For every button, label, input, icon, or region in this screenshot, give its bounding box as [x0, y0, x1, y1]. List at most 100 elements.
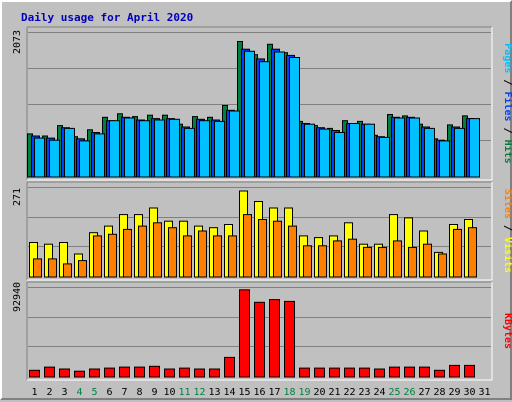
- legend-label-part: /: [502, 73, 512, 91]
- bar-pages-day-4: [79, 140, 90, 178]
- bar-kbytes-day-6: [104, 367, 115, 378]
- bar-sites-day-21: [333, 240, 342, 278]
- bar-pages-day-20: [319, 128, 330, 178]
- legend-label-part: Visits: [502, 237, 512, 273]
- bar-kbytes-day-13: [209, 368, 220, 378]
- x-tick-label-day-14: 14: [223, 387, 235, 398]
- bar-kbytes-day-18: [284, 300, 295, 378]
- bar-sites-day-15: [243, 214, 252, 278]
- x-tick-label-day-17: 17: [268, 387, 280, 398]
- x-tick-label-day-11: 11: [178, 387, 190, 398]
- x-tick-label-day-13: 13: [208, 387, 220, 398]
- bar-kbytes-day-28: [434, 369, 445, 378]
- x-tick-label-day-20: 20: [313, 387, 325, 398]
- bar-pages-day-26: [409, 117, 420, 178]
- series-kbytes: [29, 289, 475, 378]
- panel-visits: 271 Sites / Visits: [12, 181, 512, 281]
- bar-pages-day-6: [109, 120, 120, 178]
- bar-sites-day-29: [453, 228, 462, 278]
- bar-pages-day-10: [169, 118, 180, 178]
- bar-kbytes-day-16: [254, 301, 265, 378]
- bar-kbytes-day-5: [89, 368, 100, 378]
- bar-pages-day-25: [394, 117, 405, 178]
- bar-sites-day-7: [123, 228, 132, 278]
- x-tick-label-day-6: 6: [106, 387, 112, 398]
- bar-kbytes-day-7: [119, 366, 130, 378]
- legend-label-part: Pages: [502, 43, 512, 73]
- bar-sites-day-4: [78, 260, 87, 278]
- bar-sites-day-13: [213, 235, 222, 278]
- bar-kbytes-day-24: [374, 368, 385, 378]
- y-max-label: 2073: [12, 30, 23, 54]
- bar-pages-day-19: [304, 123, 315, 178]
- bar-sites-day-18: [288, 225, 297, 278]
- x-tick-label-day-24: 24: [373, 387, 385, 398]
- x-tick-label-day-3: 3: [61, 387, 67, 398]
- bar-pages-day-11: [184, 127, 195, 178]
- bar-sites-day-26: [408, 246, 417, 278]
- chart-panels: 2073 Pages / Files / Hits 271 Sites / Visit…: [12, 26, 512, 398]
- bar-sites-day-11: [183, 235, 192, 278]
- x-tick-label-day-5: 5: [91, 387, 97, 398]
- bar-sites-day-24: [378, 246, 387, 278]
- bar-kbytes-day-9: [149, 365, 160, 378]
- bar-kbytes-day-8: [134, 366, 145, 378]
- bar-sites-day-5: [93, 235, 102, 278]
- bar-pages-day-2: [49, 139, 60, 178]
- bar-kbytes-day-25: [389, 366, 400, 378]
- bar-kbytes-day-4: [74, 370, 85, 378]
- x-tick-label-day-22: 22: [343, 387, 355, 398]
- bar-kbytes-day-14: [224, 356, 235, 378]
- bar-kbytes-day-2: [44, 366, 55, 378]
- legend-label-part: Hits: [502, 140, 512, 164]
- bar-kbytes-day-20: [314, 367, 325, 378]
- bar-pages-day-24: [379, 136, 390, 178]
- bar-pages-day-15: [244, 50, 255, 178]
- x-tick-label-day-16: 16: [253, 387, 265, 398]
- bar-pages-day-9: [154, 119, 165, 178]
- bar-kbytes-day-12: [194, 368, 205, 378]
- bar-sites-day-30: [468, 227, 477, 278]
- bar-pages-day-16: [259, 61, 270, 178]
- bar-kbytes-day-29: [449, 364, 460, 378]
- x-tick-label-day-27: 27: [418, 387, 430, 398]
- series-legend-label: Sites / Visits: [502, 189, 512, 273]
- legend-label-part: /: [502, 122, 512, 140]
- bar-kbytes-day-10: [164, 368, 175, 378]
- x-tick-label-day-18: 18: [283, 387, 295, 398]
- bar-kbytes-day-1: [29, 369, 40, 378]
- bar-sites-day-6: [108, 233, 117, 278]
- bar-sites-day-17: [273, 220, 282, 278]
- x-tick-label-day-8: 8: [136, 387, 142, 398]
- bar-kbytes-day-15: [239, 289, 250, 378]
- x-tick-label-day-29: 29: [448, 387, 460, 398]
- bar-pages-day-8: [139, 120, 150, 178]
- bar-sites-day-12: [198, 230, 207, 278]
- bar-sites-day-20: [318, 245, 327, 278]
- bar-sites-day-2: [48, 258, 57, 278]
- bar-pages-day-27: [424, 127, 435, 178]
- bar-pages-day-12: [199, 120, 210, 178]
- bar-sites-day-16: [258, 219, 267, 278]
- bar-pages-day-29: [454, 127, 465, 178]
- chart-title: Daily usage for April 2020: [21, 11, 193, 24]
- bar-pages-day-13: [214, 120, 225, 178]
- bar-sites-day-28: [438, 253, 447, 278]
- y-max-label: 271: [12, 188, 23, 206]
- panel-hits: 2073 Pages / Files / Hits: [12, 26, 512, 181]
- bar-kbytes-day-19: [299, 367, 310, 378]
- bar-pages-day-3: [64, 127, 75, 178]
- bar-kbytes-day-23: [359, 367, 370, 378]
- series-legend-label: Pages / Files / Hits: [502, 43, 512, 163]
- bar-pages-day-1: [34, 137, 45, 178]
- x-tick-label-day-30: 30: [463, 387, 475, 398]
- x-tick-label-day-28: 28: [433, 387, 445, 398]
- bar-kbytes-day-27: [419, 366, 430, 378]
- bar-pages-day-30: [469, 118, 480, 178]
- bar-sites-day-14: [228, 235, 237, 278]
- series-pages: [34, 50, 480, 178]
- x-tick-label-day-21: 21: [328, 387, 340, 398]
- bar-pages-day-22: [349, 123, 360, 178]
- x-tick-label-day-4: 4: [76, 387, 82, 398]
